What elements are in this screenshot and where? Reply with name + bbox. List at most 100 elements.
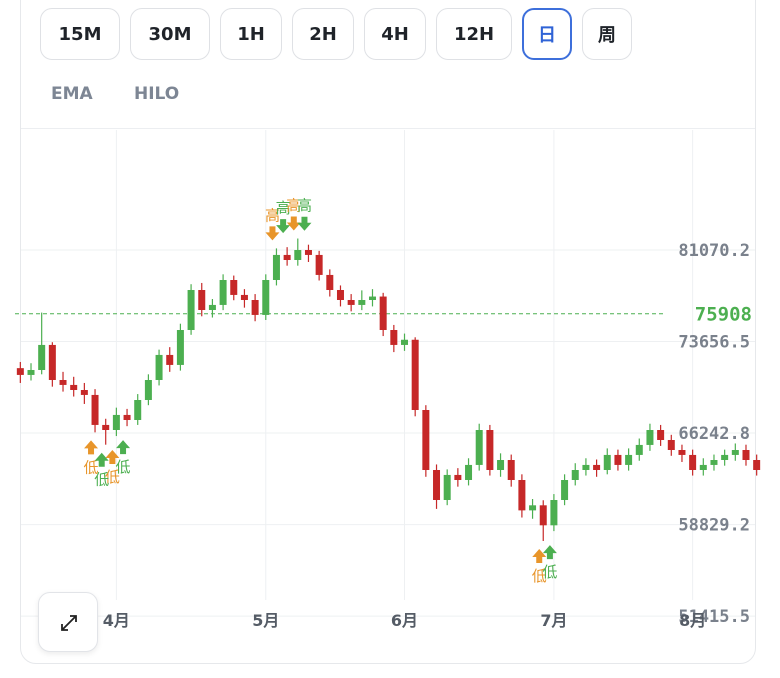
candle-body (454, 474, 462, 480)
last-price-label: 75908 (695, 304, 752, 326)
high-marker: 高 (297, 197, 312, 215)
candle-body (433, 470, 441, 500)
candle-body (16, 368, 24, 375)
candle-body (529, 505, 537, 511)
candle-body (70, 384, 78, 390)
candle-body (38, 344, 46, 370)
candle-body (176, 330, 184, 365)
candle-body (571, 470, 579, 480)
candle-body (304, 250, 312, 255)
candle-body (657, 430, 665, 440)
candle-body (198, 290, 206, 310)
candle-body (603, 454, 611, 470)
interval-button[interactable]: 15M (40, 8, 120, 60)
candle-body (187, 290, 195, 330)
candle-body (646, 430, 654, 445)
candle-body (561, 480, 569, 500)
candle-body (678, 450, 686, 455)
x-tick-label: 8月 (679, 611, 706, 630)
candle-body (358, 300, 366, 305)
candle-body (102, 424, 110, 430)
candle-body (635, 444, 643, 455)
candle-body (582, 464, 590, 470)
interval-button[interactable]: 30M (130, 8, 210, 60)
candle-body (240, 294, 248, 300)
low-marker: 低 (542, 563, 557, 581)
candle-body (731, 450, 739, 455)
interval-button[interactable]: 2H (292, 8, 354, 60)
candle-body (59, 380, 67, 385)
low-arrow (94, 452, 109, 467)
candle-body (710, 460, 718, 465)
candle-body (593, 464, 601, 470)
interval-button[interactable]: 1H (220, 8, 282, 60)
candle-body (518, 480, 526, 511)
candle-body (753, 460, 761, 470)
candle-body (486, 430, 494, 470)
y-tick-label: 66242.8 (678, 424, 750, 444)
candle-body (401, 339, 409, 345)
candle-body (208, 304, 216, 310)
high-marker: 高 (276, 199, 291, 217)
interval-button[interactable]: 周 (582, 8, 632, 60)
indicator[interactable]: EMA (51, 84, 93, 104)
candle-body (112, 414, 120, 430)
candle-body (155, 354, 163, 380)
low-marker: 低 (105, 468, 120, 486)
candle-body (251, 300, 259, 315)
candle-body (379, 296, 387, 330)
candle-body (27, 370, 35, 375)
candle-body (497, 460, 505, 470)
interval-button[interactable]: 12H (436, 8, 512, 60)
candle-body (326, 274, 334, 290)
candle-body (390, 330, 398, 345)
x-tick-label: 5月 (252, 611, 279, 630)
candle-body (422, 410, 430, 470)
card (20, 0, 756, 664)
candle-body (507, 460, 515, 480)
expand-button[interactable] (38, 592, 98, 652)
candle-body (475, 430, 483, 465)
indicator[interactable]: HILO (134, 84, 180, 104)
candle-body (689, 454, 697, 470)
candle-body (134, 400, 142, 420)
candle-body (123, 414, 131, 420)
y-tick-label: 51415.5 (678, 607, 750, 627)
high-arrow (297, 216, 312, 231)
low-arrow (84, 440, 99, 455)
candle-body (166, 354, 174, 365)
candle-body (80, 390, 88, 395)
interval-button[interactable]: 4H (364, 8, 426, 60)
low-arrow (532, 548, 547, 563)
candle-body (91, 394, 99, 425)
high-arrow (276, 219, 291, 234)
candle-body (411, 339, 419, 410)
candle-body (742, 450, 750, 460)
y-tick-label: 58829.2 (678, 516, 750, 536)
low-arrow (116, 440, 131, 455)
candle-body (699, 464, 707, 470)
candle-body (315, 254, 323, 275)
candle-body (347, 300, 355, 305)
low-marker: 低 (94, 471, 109, 489)
candle-body (465, 464, 473, 480)
x-tick-label: 7月 (540, 611, 567, 630)
candle-body (721, 454, 729, 460)
low-marker: 低 (84, 458, 99, 476)
candle-body (262, 280, 270, 315)
expand-icon (61, 615, 77, 631)
low-marker: 低 (116, 458, 131, 476)
candle-body (144, 380, 152, 400)
y-tick-label: 81070.2 (678, 241, 750, 261)
candle-body (667, 440, 675, 450)
interval-button-active[interactable]: 日 (522, 8, 572, 60)
x-tick-label: 4月 (103, 611, 130, 630)
low-marker: 低 (532, 567, 547, 585)
candle-body (294, 250, 302, 260)
candle-body (48, 344, 56, 380)
y-tick-label: 73656.5 (678, 333, 750, 353)
candle-body (539, 505, 547, 526)
high-arrow (286, 216, 301, 231)
